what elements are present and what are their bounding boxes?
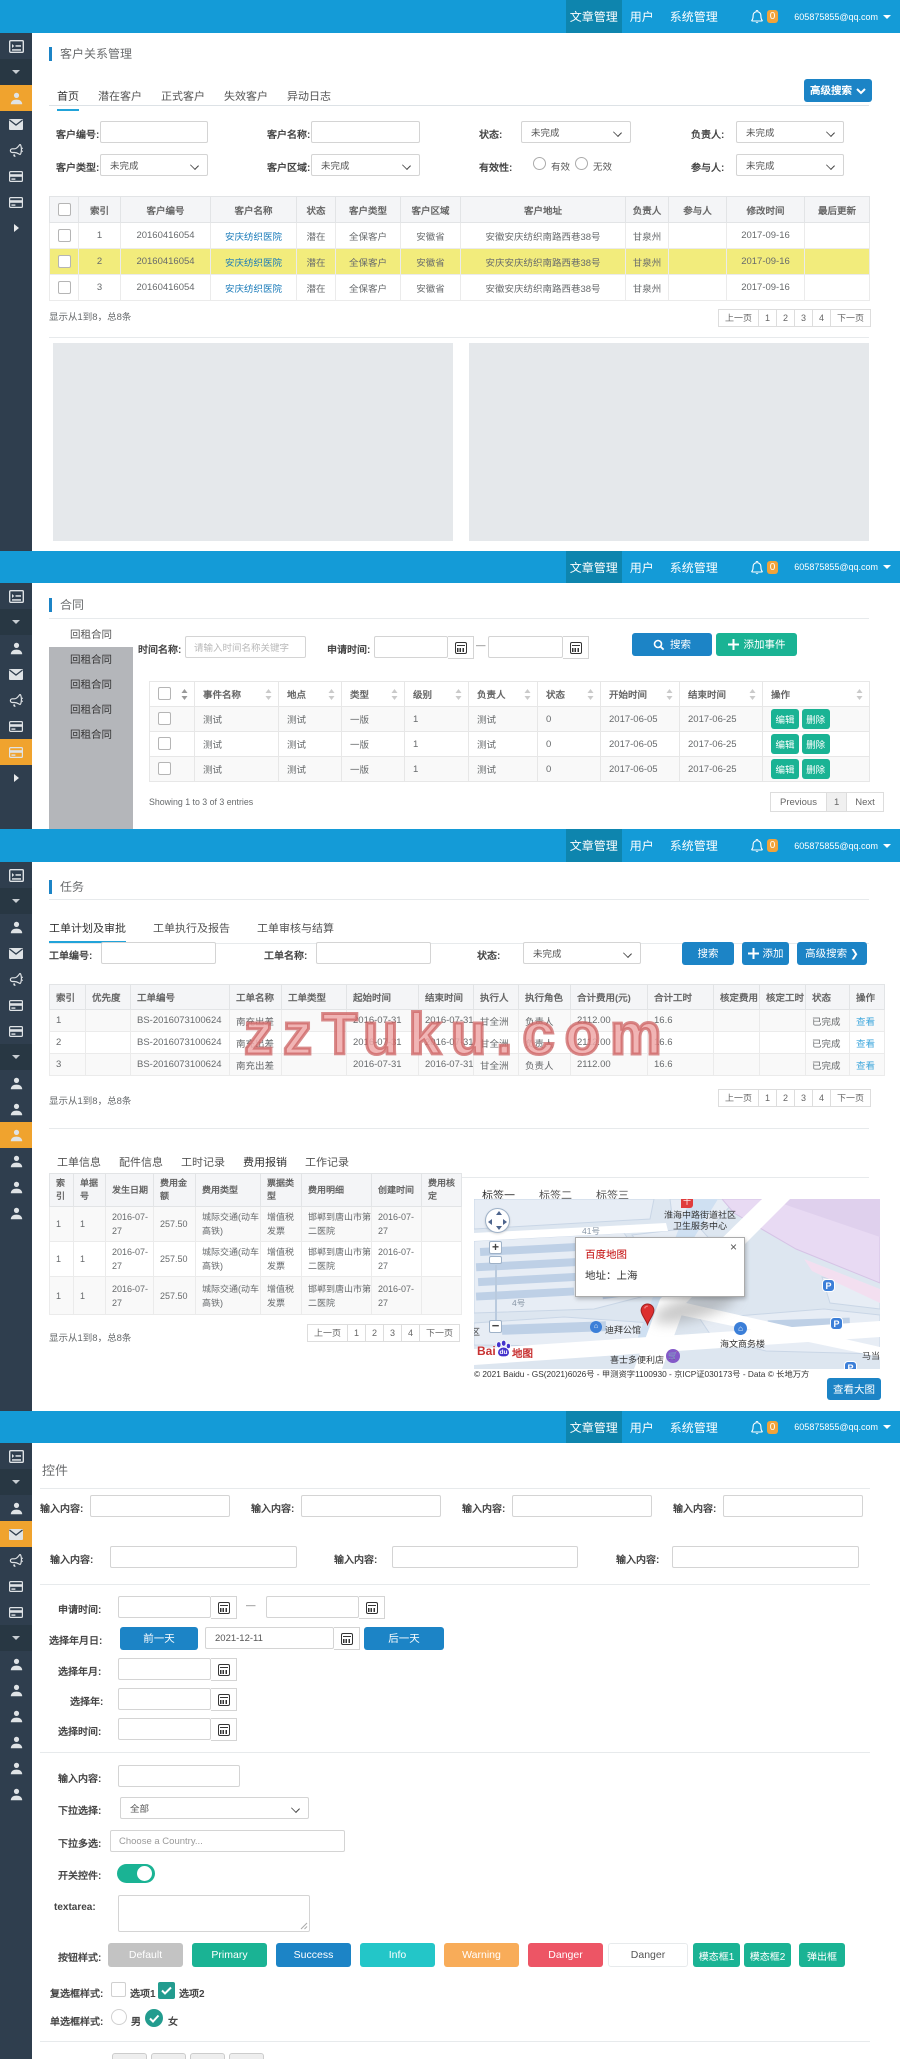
svg-text:du: du: [499, 1349, 507, 1356]
